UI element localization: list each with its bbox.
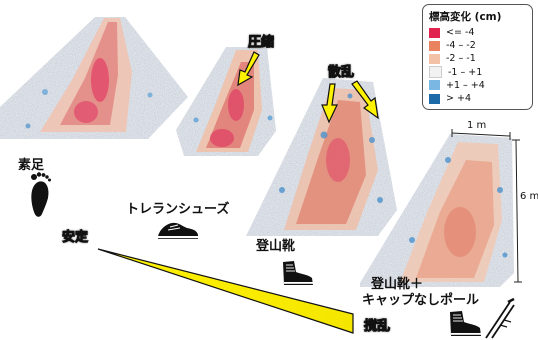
legend-swatch [429, 53, 440, 64]
legend-item: -2 – -1 [429, 52, 526, 65]
barefoot-label: 素足 [18, 158, 45, 173]
scale-width-label: 1 m [467, 120, 487, 131]
scale-length-bar [512, 139, 522, 283]
scale-length-label: 6 m [520, 191, 538, 202]
scatter-arrow-left [321, 83, 338, 124]
elevation-change-legend: 標高変化 (cm) <= -4 -4 – -2 -2 – -1 -1 – +1 +1 –… [422, 4, 533, 110]
boots-poles-label-line1: 登山靴＋ [371, 277, 424, 292]
legend-item: -1 – +1 [429, 66, 526, 79]
legend-item: > +4 [429, 92, 526, 105]
scale-width-bar [451, 129, 511, 140]
legend-swatch [429, 93, 440, 104]
legend-label: +1 – +4 [446, 79, 485, 91]
panel-barefoot-heatmap [0, 17, 188, 139]
stable-label: 安定 [61, 230, 89, 245]
compression-arrow [237, 51, 260, 87]
legend-swatch [429, 27, 440, 38]
legend-swatch [429, 66, 442, 79]
legend-swatch [429, 80, 440, 91]
disturbed-label: 撹乱 [363, 319, 391, 334]
trail-shoe-icon [158, 222, 198, 239]
legend-label: <= -4 [446, 27, 475, 39]
legend-item: <= -4 [429, 26, 526, 39]
hiking-boot-icon [283, 261, 313, 285]
trail-shoes-label: トレランシューズ [126, 202, 230, 217]
boot-and-poles-icon [450, 297, 515, 339]
legend-item: -4 – -2 [429, 39, 526, 52]
panel-trail-shoes-heatmap [176, 47, 276, 156]
legend-item: +1 – +4 [429, 79, 526, 92]
compression-label: 圧縮 [247, 35, 275, 50]
legend-label: -2 – -1 [446, 53, 476, 65]
scatter-label: 散乱 [327, 65, 355, 80]
legend-title: 標高変化 (cm) [429, 11, 502, 23]
scatter-arrow-right [351, 80, 379, 120]
legend-label: -1 – +1 [448, 66, 483, 78]
boots-poles-label-line2: キャップなしポール [362, 293, 480, 308]
hiking-boots-label: 登山靴 [256, 239, 296, 254]
legend-label: -4 – -2 [446, 40, 476, 52]
bare-foot-icon [31, 172, 51, 217]
stability-gradient-wedge [97, 248, 354, 334]
legend-label: > +4 [446, 93, 471, 105]
legend-swatch [429, 40, 440, 51]
